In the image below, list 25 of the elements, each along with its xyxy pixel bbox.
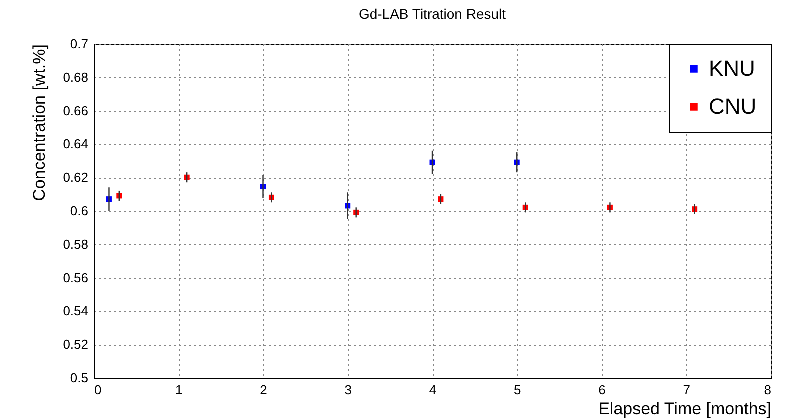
y-tick-label: 0.62 — [63, 170, 88, 186]
x-tick-label: 5 — [514, 382, 522, 398]
x-tick-label: 1 — [176, 382, 183, 398]
y-tick-label: 0.66 — [63, 103, 88, 118]
x-axis-title: Elapsed Time [months] — [598, 400, 772, 418]
x-tick-label: 8 — [764, 382, 772, 398]
y-tick-label: 0.6 — [70, 204, 88, 218]
y-tick-label: 0.56 — [63, 270, 88, 286]
y-tick-label: 0.58 — [63, 236, 88, 252]
chart-title: Gd-LAB Titration Result — [358, 6, 506, 22]
x-tick-label: 6 — [598, 382, 606, 398]
y-tick-label: 0.68 — [63, 70, 88, 85]
y-tick-label: 0.7 — [70, 36, 88, 52]
x-tick-label: 2 — [260, 382, 268, 398]
legend-label: CNU — [709, 94, 757, 119]
x-tick-label: 4 — [429, 382, 437, 398]
y-tick-label: 0.5 — [70, 370, 88, 386]
x-tick-label: 3 — [344, 382, 352, 398]
y-tick-label: 0.64 — [63, 136, 88, 152]
y-axis-title: Concentration [wt.%] — [30, 44, 50, 202]
x-tick-label: 7 — [683, 382, 690, 398]
y-tick-label: 0.52 — [63, 337, 88, 352]
y-tick-label: 0.54 — [63, 304, 88, 319]
x-tick-label: 0 — [94, 382, 102, 398]
legend-label: KNU — [709, 56, 756, 81]
